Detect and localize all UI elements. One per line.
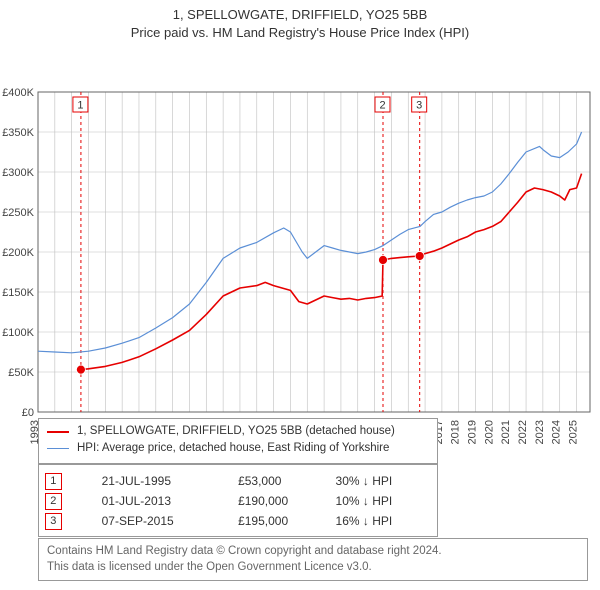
legend-swatch-hpi: [47, 448, 69, 449]
svg-text:2021: 2021: [500, 420, 512, 444]
callout-price: £195,000: [238, 514, 335, 528]
license-line1: Contains HM Land Registry data © Crown c…: [47, 544, 579, 560]
svg-text:£50K: £50K: [8, 367, 34, 379]
callout-number-icon: 2: [45, 493, 62, 510]
callout-price: £190,000: [238, 494, 335, 508]
svg-text:2025: 2025: [568, 420, 580, 444]
svg-text:2020: 2020: [483, 420, 495, 444]
svg-text:1: 1: [77, 99, 83, 111]
callout-row: 2 01-JUL-2013£190,00010% ↓ HPI: [43, 491, 433, 511]
series-line: [38, 132, 582, 353]
callout-row: 3 07-SEP-2015£195,00016% ↓ HPI: [43, 511, 433, 531]
callout-table: 1 21-JUL-1995£53,00030% ↓ HPI 2 01-JUL-2013…: [38, 464, 438, 537]
svg-text:3: 3: [416, 99, 422, 111]
svg-text:£200K: £200K: [2, 247, 34, 259]
svg-text:£400K: £400K: [2, 87, 34, 99]
callout-date: 01-JUL-2013: [102, 494, 238, 508]
callout-price: £53,000: [238, 474, 335, 488]
callout-number-icon: 1: [45, 473, 62, 490]
callout-pct: 16% ↓ HPI: [336, 514, 433, 528]
svg-text:£100K: £100K: [2, 327, 34, 339]
license-box: Contains HM Land Registry data © Crown c…: [38, 538, 588, 581]
svg-text:£150K: £150K: [2, 287, 34, 299]
callout-pct: 30% ↓ HPI: [336, 474, 433, 488]
svg-text:£250K: £250K: [2, 207, 34, 219]
license-line2: This data is licensed under the Open Gov…: [47, 560, 579, 576]
svg-text:2: 2: [379, 99, 385, 111]
legend: 1, SPELLOWGATE, DRIFFIELD, YO25 5BB (det…: [38, 418, 438, 464]
legend-row-hpi: HPI: Average price, detached house, East…: [47, 440, 429, 457]
callout-pct: 10% ↓ HPI: [336, 494, 433, 508]
svg-text:2023: 2023: [534, 420, 546, 444]
sale-marker: [76, 365, 85, 374]
svg-text:2018: 2018: [450, 420, 462, 444]
legend-row-price-paid: 1, SPELLOWGATE, DRIFFIELD, YO25 5BB (det…: [47, 423, 429, 440]
legend-swatch-price-paid: [47, 431, 69, 433]
svg-text:£0: £0: [22, 407, 34, 419]
legend-label-hpi: HPI: Average price, detached house, East…: [77, 440, 389, 457]
price-chart: £0 £50K £100K £150K £200K £250K £300K £350K £400…: [0, 44, 600, 458]
svg-text:2024: 2024: [551, 420, 563, 444]
svg-text:2019: 2019: [467, 420, 479, 444]
svg-text:2022: 2022: [517, 420, 529, 444]
callout-date: 07-SEP-2015: [102, 514, 238, 528]
callout-date: 21-JUL-1995: [102, 474, 238, 488]
callout-number-icon: 3: [45, 513, 62, 530]
svg-text:£350K: £350K: [2, 127, 34, 139]
legend-label-price-paid: 1, SPELLOWGATE, DRIFFIELD, YO25 5BB (det…: [77, 423, 395, 440]
svg-text:£300K: £300K: [2, 167, 34, 179]
sale-marker: [415, 251, 424, 260]
chart-title-line1: 1, SPELLOWGATE, DRIFFIELD, YO25 5BB: [0, 0, 600, 24]
callout-row: 1 21-JUL-1995£53,00030% ↓ HPI: [43, 471, 433, 491]
chart-title-line2: Price paid vs. HM Land Registry's House …: [0, 24, 600, 44]
sale-marker: [379, 255, 388, 264]
